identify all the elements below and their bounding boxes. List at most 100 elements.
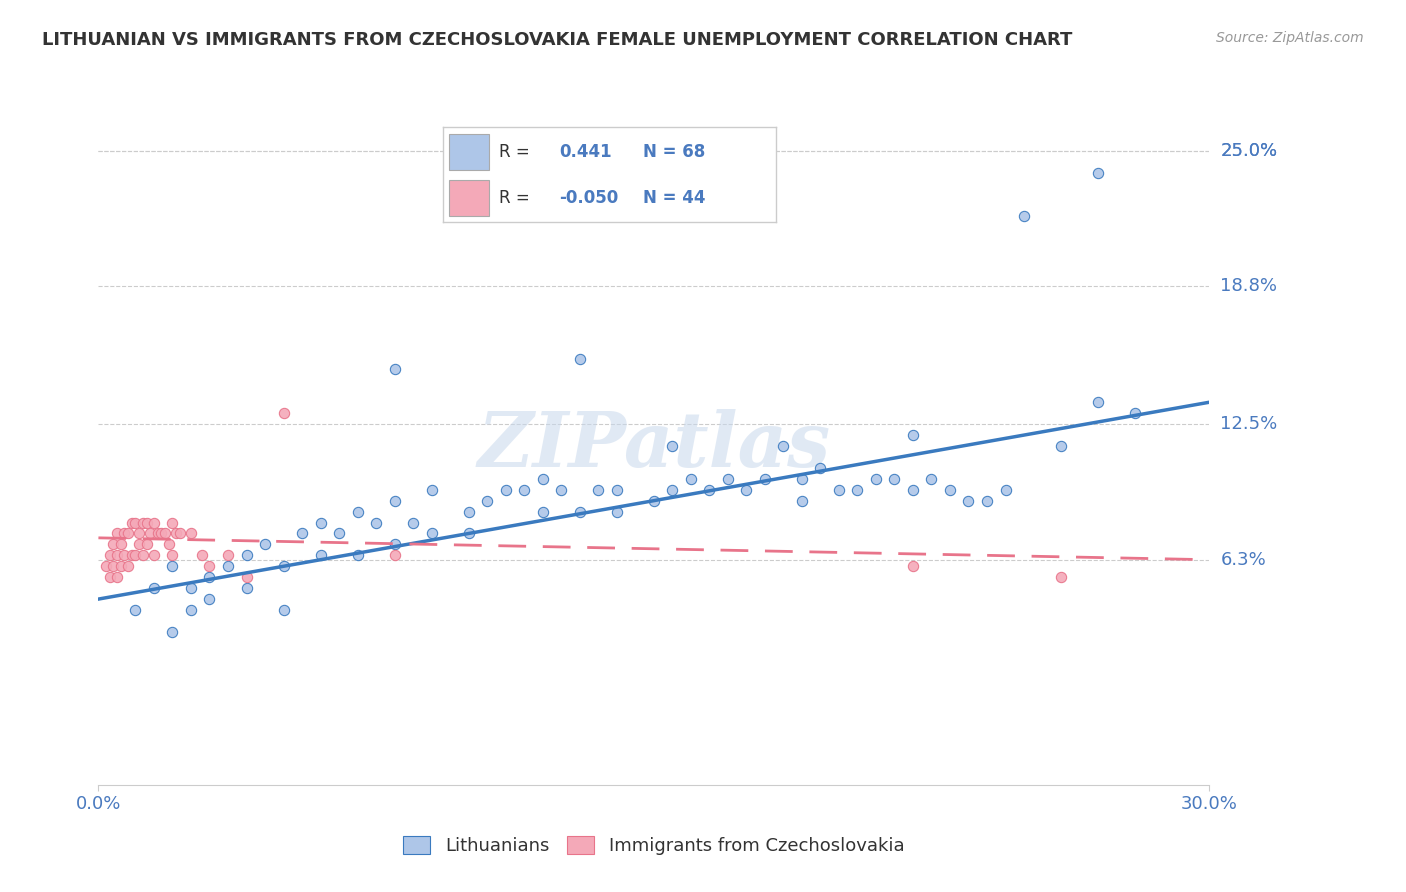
Point [217, 559, 239, 574]
Point [1087, 395, 1109, 409]
Point [420, 483, 443, 497]
Text: ZIPatlas: ZIPatlas [477, 409, 831, 483]
Point [699, 483, 721, 497]
Point [754, 472, 776, 486]
Point [384, 493, 406, 508]
Point [235, 570, 257, 584]
Point [513, 483, 536, 497]
Text: 12.5%: 12.5% [1220, 415, 1278, 434]
Point [121, 516, 143, 530]
Point [384, 537, 406, 551]
Point [420, 526, 443, 541]
Point [883, 472, 905, 486]
Point [457, 526, 479, 541]
Point [103, 559, 125, 574]
Point [124, 549, 146, 563]
Point [162, 624, 184, 639]
Point [169, 526, 191, 541]
Point [661, 483, 683, 497]
Point [180, 526, 202, 541]
Point [135, 537, 157, 551]
Point [495, 483, 517, 497]
Point [606, 483, 628, 497]
Point [253, 537, 276, 551]
Point [309, 516, 332, 530]
Point [828, 483, 851, 497]
Point [165, 526, 187, 541]
Point [679, 472, 702, 486]
Point [568, 505, 591, 519]
Point [273, 559, 295, 574]
Point [921, 472, 943, 486]
Point [790, 493, 813, 508]
Point [1050, 570, 1073, 584]
Point [976, 493, 998, 508]
Point [346, 505, 368, 519]
Point [1012, 210, 1035, 224]
Point [180, 581, 202, 595]
Point [957, 493, 980, 508]
Point [384, 549, 406, 563]
Text: 25.0%: 25.0% [1220, 142, 1278, 160]
Point [98, 549, 121, 563]
Point [994, 483, 1017, 497]
Point [790, 472, 813, 486]
Point [643, 493, 665, 508]
Point [901, 483, 924, 497]
Point [346, 549, 368, 563]
Point [588, 483, 610, 497]
Point [117, 526, 139, 541]
Point [217, 549, 239, 563]
Point [124, 603, 146, 617]
Text: 6.3%: 6.3% [1220, 550, 1265, 569]
Text: 18.8%: 18.8% [1220, 277, 1277, 295]
Point [128, 526, 150, 541]
Point [143, 516, 166, 530]
Point [157, 537, 180, 551]
Point [939, 483, 962, 497]
Point [273, 406, 295, 420]
Point [1087, 166, 1109, 180]
Point [291, 526, 314, 541]
Point [180, 603, 202, 617]
Point [128, 537, 150, 551]
Point [110, 559, 132, 574]
Point [810, 461, 832, 475]
Point [153, 526, 176, 541]
Point [132, 549, 155, 563]
Point [273, 603, 295, 617]
Point [105, 570, 128, 584]
Point [235, 581, 257, 595]
Point [94, 559, 117, 574]
Point [124, 516, 146, 530]
Point [132, 516, 155, 530]
Point [865, 472, 887, 486]
Point [235, 549, 257, 563]
Point [772, 439, 794, 453]
Point [105, 549, 128, 563]
Point [198, 559, 221, 574]
Point [402, 516, 425, 530]
Point [550, 483, 572, 497]
Point [366, 516, 388, 530]
Point [901, 428, 924, 442]
Text: 25.0%: 25.0% [1220, 142, 1278, 160]
Point [568, 351, 591, 366]
Point [384, 362, 406, 376]
Point [457, 505, 479, 519]
Point [1123, 406, 1146, 420]
Point [846, 483, 869, 497]
Point [162, 559, 184, 574]
Point [606, 505, 628, 519]
Point [328, 526, 350, 541]
Point [103, 537, 125, 551]
Point [162, 549, 184, 563]
Point [135, 516, 157, 530]
Point [198, 592, 221, 607]
Point [309, 549, 332, 563]
Point [1050, 439, 1073, 453]
Point [735, 483, 758, 497]
Point [531, 472, 554, 486]
Point [146, 526, 169, 541]
Point [531, 505, 554, 519]
